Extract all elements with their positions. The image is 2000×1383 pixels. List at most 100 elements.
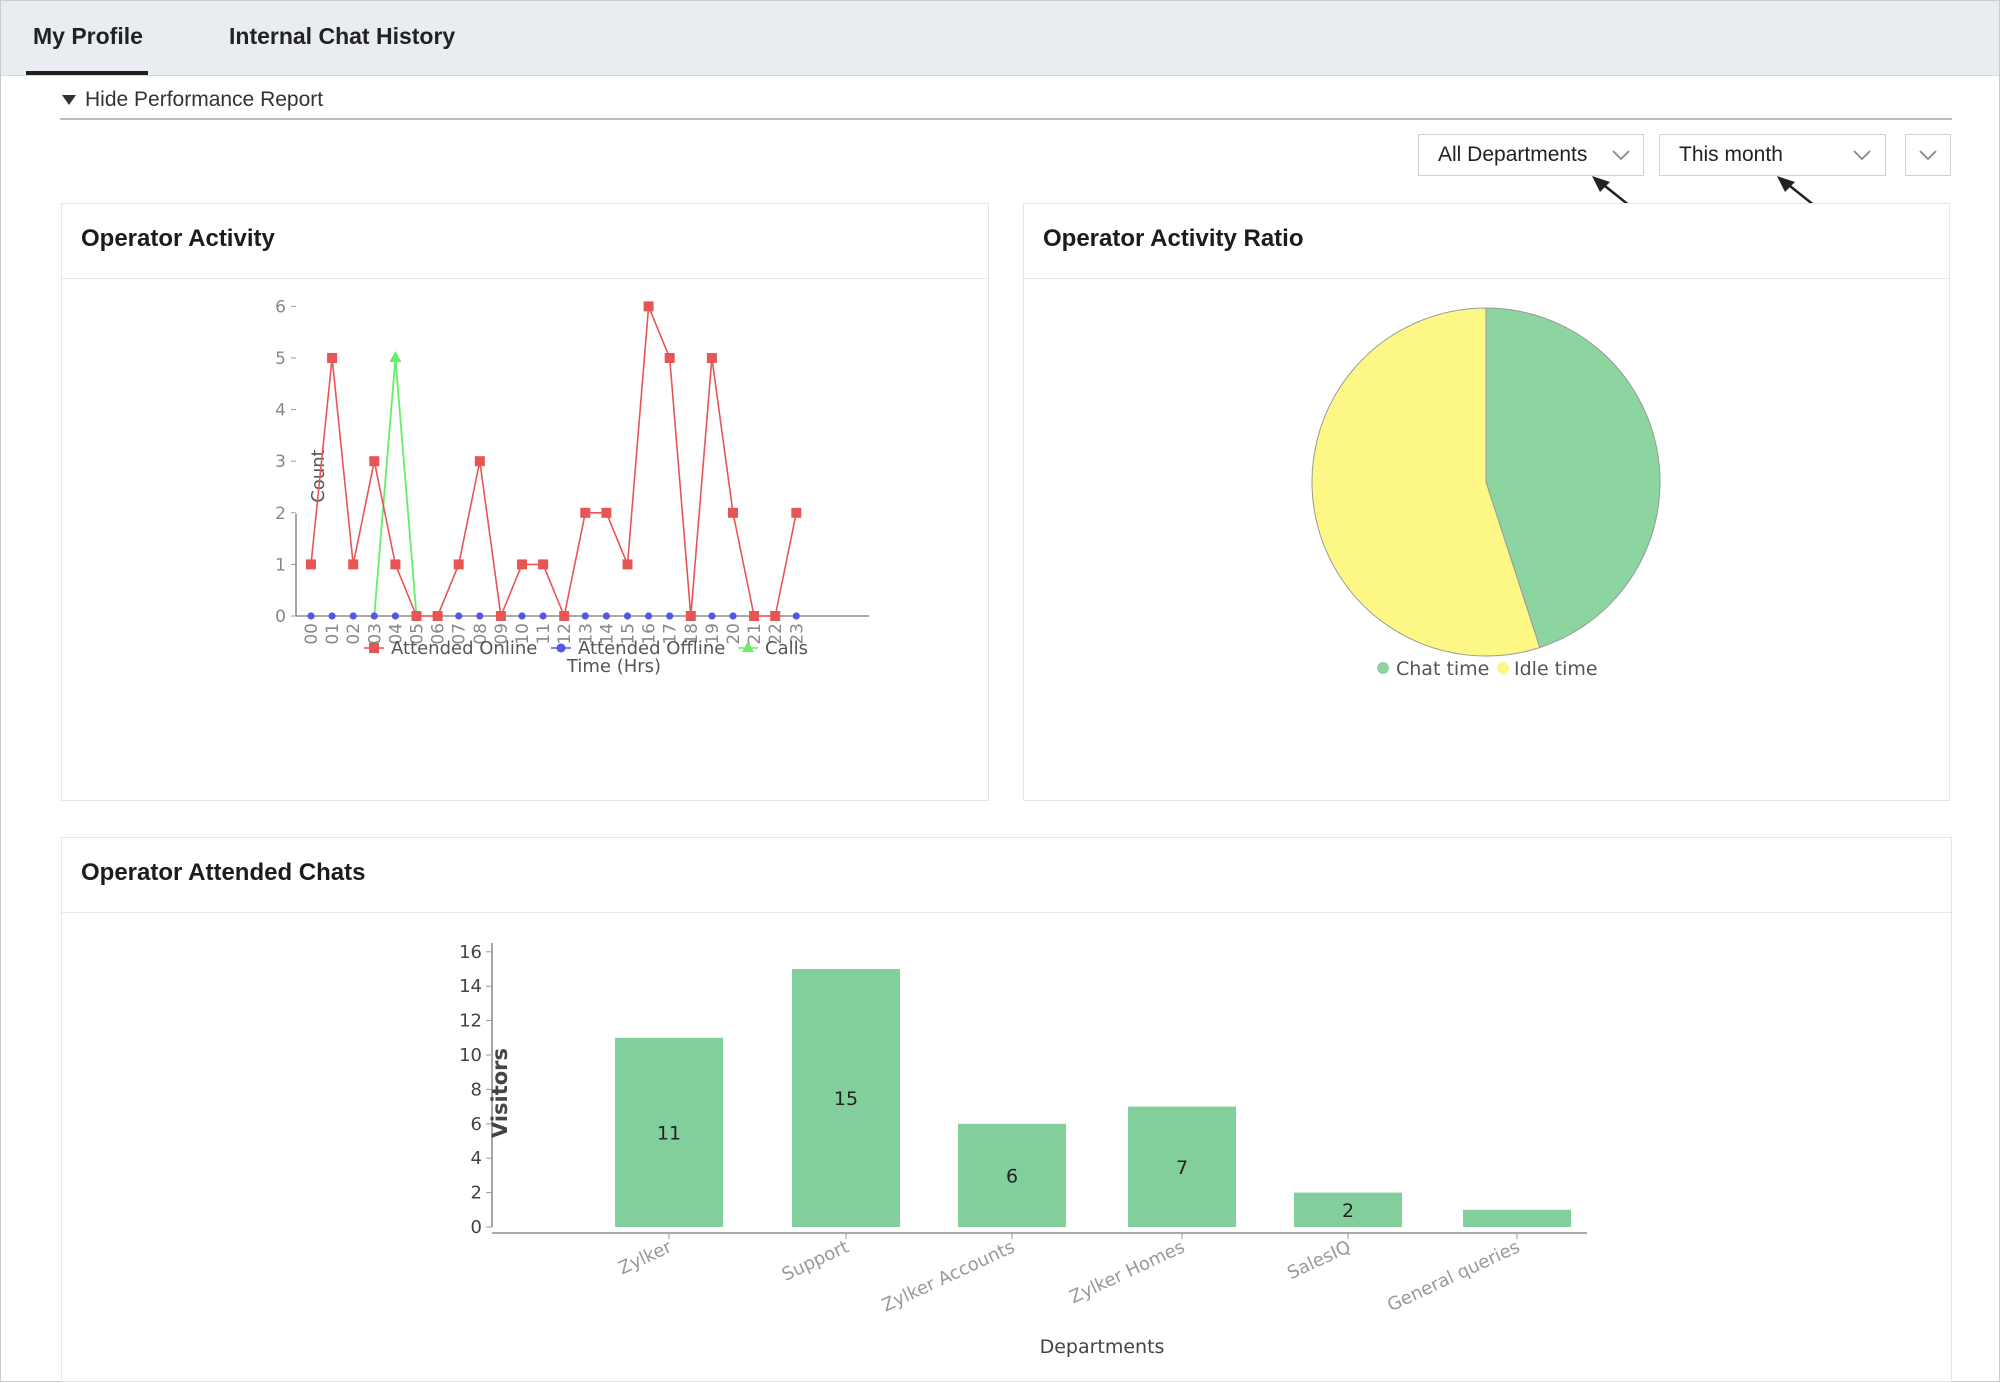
x-tick-label: 10 [513, 623, 533, 645]
attended-online-point [517, 559, 527, 570]
attended-online-point [474, 456, 485, 467]
attended-offline-point [455, 612, 463, 620]
bar [792, 969, 900, 1227]
hide-performance-report-toggle[interactable]: Hide Performance Report [60, 86, 1952, 120]
x-tick-label: 23 [787, 623, 807, 645]
x-tick-label: 15 [619, 623, 639, 645]
x-tick-label: Zylker Accounts [879, 1236, 1018, 1316]
department-dropdown[interactable]: All Departments [1418, 134, 1644, 176]
x-tick-label: 20 [724, 623, 744, 645]
operator-activity-ratio-chart: Chat time Idle time [1311, 307, 1661, 680]
attended-online-point [432, 611, 443, 621]
operator-activity-ratio-panel: Operator Activity Ratio Chat time Idle ti… [1023, 203, 1950, 801]
attended-online-point [791, 507, 802, 518]
bar [1463, 1209, 1571, 1227]
x-axis-title: Departments [1040, 1336, 1165, 1358]
legend-label: Chat time [1396, 658, 1489, 680]
legend-marker [1377, 662, 1389, 674]
attended-offline-point [792, 612, 800, 620]
period-dropdown[interactable]: This month [1659, 134, 1886, 176]
x-tick-label: 22 [766, 623, 786, 645]
bar-data-label: 7 [1176, 1157, 1188, 1179]
panel-header: Operator Attended Chats [62, 838, 1951, 913]
bar-data-label: 15 [834, 1088, 858, 1110]
x-tick-label: General queries [1384, 1236, 1523, 1316]
attended-online-point [770, 611, 781, 621]
y-tick-label: 0 [275, 607, 286, 627]
hide-performance-report-label: Hide Performance Report [85, 88, 324, 111]
y-axis-title: Count [308, 449, 329, 502]
y-tick-label: 3 [275, 452, 286, 472]
chevron-down-icon [1919, 150, 1937, 161]
attended-online-point [685, 611, 696, 621]
x-tick-label: 17 [661, 623, 681, 645]
attended-online-point [306, 559, 316, 570]
calls-point [389, 351, 402, 362]
x-tick-label: 07 [450, 623, 470, 645]
operator-activity-panel: Operator Activity 0 1 2 3 4 5 6 00 01 02 03 04 05 06 0… [61, 203, 989, 801]
triangle-down-icon [62, 95, 76, 105]
attended-online-point [706, 353, 717, 363]
bar-data-label: 11 [657, 1122, 681, 1144]
y-tick-label: 2 [471, 1183, 482, 1204]
attended-online-point [601, 507, 612, 518]
panel-header: Operator Activity [62, 204, 988, 279]
annotation-arrowhead [1592, 176, 1610, 192]
attended-online-line [310, 306, 798, 620]
x-tick-label: 09 [492, 623, 512, 645]
panel-header: Operator Activity Ratio [1024, 204, 1949, 279]
attended-offline-point [307, 612, 315, 620]
attended-offline-point [391, 612, 399, 620]
y-tick-label: 14 [459, 976, 482, 997]
chevron-down-icon [1612, 150, 1630, 161]
bar [1294, 1192, 1402, 1227]
panel-title: Operator Attended Chats [81, 859, 366, 886]
x-tick-label: 14 [597, 623, 617, 645]
attended-offline-point [645, 612, 653, 620]
x-tick-label: 12 [555, 623, 575, 645]
tab-internal-chat-history[interactable]: Internal Chat History [229, 23, 456, 49]
pie-slice [1311, 307, 1541, 657]
attended-offline-point [581, 612, 589, 620]
y-axis-title: Visitors [488, 1048, 512, 1138]
bar [1128, 1106, 1236, 1227]
x-tick-label: 00 [302, 623, 322, 645]
department-dropdown-value: All Departments [1438, 143, 1588, 166]
attended-offline-point [476, 612, 484, 620]
x-tick-label: 08 [471, 623, 491, 645]
x-tick-label: Zylker [615, 1236, 675, 1279]
legend-marker [742, 641, 754, 652]
attended-online-point [728, 507, 738, 518]
y-tick-label: 8 [471, 1079, 482, 1100]
attended-online-point [622, 559, 633, 570]
x-tick-label: 16 [640, 623, 660, 645]
attended-online-point [580, 507, 591, 518]
attended-online-point [453, 559, 464, 570]
y-tick-label: 2 [275, 504, 286, 524]
x-tick-label: 19 [703, 623, 723, 645]
attended-offline-point [729, 612, 737, 620]
annotation-arrowhead [1777, 176, 1795, 192]
attended-online-point [559, 611, 570, 621]
operator-attended-chats-chart: 0 2 4 6 8 10 12 14 16 11 Zylker 15 Support 6 Zylker Ac… [459, 942, 1587, 1358]
x-tick-label: SalesIQ [1284, 1236, 1354, 1284]
more-options-button[interactable] [1905, 134, 1951, 176]
legend-label: Calls [765, 638, 808, 659]
attended-online-point [327, 353, 338, 363]
operator-attended-chats-panel: Operator Attended Chats 0 2 4 6 8 10 12 14 16 11 Z… [61, 837, 1952, 1382]
tab-my-profile[interactable]: My Profile [26, 1, 148, 75]
x-tick-label: Zylker Homes [1066, 1236, 1188, 1308]
attended-online-point [538, 559, 549, 570]
x-axis-title: Time (Hrs) [566, 656, 661, 677]
y-tick-label: 10 [459, 1045, 482, 1066]
x-tick-label: 02 [344, 623, 364, 645]
panel-title: Operator Activity [81, 225, 275, 252]
y-tick-label: 5 [275, 349, 286, 369]
attended-online-point [664, 353, 675, 363]
attended-offline-point [602, 612, 611, 620]
attended-online-point [749, 611, 760, 621]
x-tick-label: 01 [323, 623, 343, 645]
attended-online-point [369, 456, 380, 467]
chevron-down-icon [1853, 150, 1871, 161]
panel-title: Operator Activity Ratio [1043, 225, 1304, 252]
